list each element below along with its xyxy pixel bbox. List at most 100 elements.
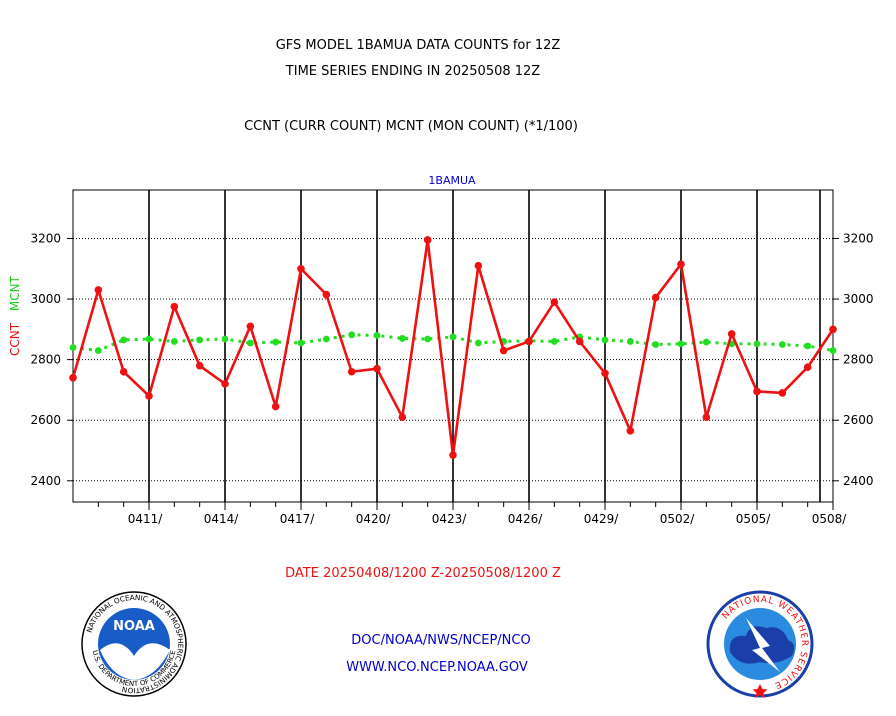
x-tick-label: 0502/	[660, 512, 696, 526]
data-point-mcnt	[170, 338, 178, 345]
nws-lightning-icon	[746, 618, 780, 672]
data-point-ccnt	[423, 236, 432, 244]
y-tick-label-left: 3000	[30, 292, 61, 306]
data-point-mcnt	[246, 339, 254, 347]
data-point-ccnt	[626, 427, 635, 435]
x-tick-label: 0508/	[812, 512, 848, 526]
data-point-mcnt	[804, 342, 812, 350]
data-point-ccnt	[474, 261, 483, 270]
data-point-ccnt	[195, 361, 204, 370]
y-axis-label-mcnt: MCNT	[8, 275, 22, 311]
data-point-ccnt	[94, 286, 103, 294]
data-point-ccnt	[322, 290, 331, 299]
data-point-ccnt	[550, 298, 559, 306]
data-point-mcnt	[601, 336, 609, 344]
x-tick-label: 0414/	[204, 512, 240, 526]
data-point-ccnt	[246, 322, 255, 331]
data-point-mcnt	[297, 339, 305, 347]
chart-title-line2: TIME SERIES ENDING IN 20250508 12Z	[285, 64, 541, 79]
plot-label: 1BAMUA	[428, 174, 476, 187]
y-tick-label-left: 2800	[30, 353, 61, 367]
org-link[interactable]: DOC/NOAA/NWS/NCEP/NCO	[351, 633, 531, 648]
data-point-ccnt	[347, 367, 356, 376]
data-point-mcnt	[94, 347, 102, 354]
noaa-logo-text: NOAA	[113, 619, 155, 634]
x-tick-label: 0423/	[432, 512, 468, 526]
nws-star-icon	[752, 684, 768, 698]
data-point-mcnt	[272, 338, 280, 346]
data-point-mcnt	[145, 335, 153, 343]
data-point-mcnt	[829, 347, 837, 354]
data-point-mcnt	[677, 340, 685, 348]
data-point-mcnt	[449, 333, 457, 341]
data-point-ccnt	[525, 337, 533, 346]
x-tick-label: 0505/	[736, 512, 772, 526]
y-tick-label-right: 2600	[843, 413, 874, 427]
y-tick-label-left: 3200	[30, 231, 61, 245]
data-point-ccnt	[398, 413, 407, 421]
data-point-ccnt	[803, 363, 812, 372]
data-point-ccnt	[119, 367, 128, 376]
grid-layer	[73, 190, 833, 502]
data-point-mcnt	[120, 336, 128, 344]
website-link[interactable]: WWW.NCO.NCEP.NOAA.GOV	[346, 660, 528, 675]
data-point-ccnt	[499, 346, 508, 355]
chart-subtitle: CCNT (CURR COUNT) MCNT (MON COUNT) (*1/1…	[244, 119, 578, 134]
data-point-ccnt	[753, 387, 761, 396]
data-point-ccnt	[69, 374, 77, 382]
data-point-mcnt	[322, 335, 330, 343]
data-point-mcnt	[652, 341, 660, 348]
data-point-mcnt	[69, 344, 77, 351]
data-point-ccnt	[651, 293, 660, 302]
data-point-mcnt	[348, 331, 356, 339]
nws-logo[interactable]: NATIONAL WEATHER SERVICE	[706, 590, 814, 698]
y-axis-label: CCNT MCNT	[8, 275, 22, 356]
data-point-ccnt	[221, 380, 229, 388]
tick-layer: 2400 2400 2600 2600 2800 2800 3000 3000 3200 3200…	[30, 231, 873, 526]
data-point-ccnt	[829, 325, 837, 334]
data-point-ccnt	[601, 369, 609, 378]
y-tick-label-right: 2400	[843, 474, 874, 488]
data-point-mcnt	[474, 339, 482, 347]
data-point-ccnt	[778, 389, 787, 397]
data-point-ccnt	[271, 402, 280, 411]
data-point-mcnt	[550, 338, 558, 345]
y-axis-label-ccnt: CCNT	[8, 322, 22, 356]
data-point-ccnt	[373, 364, 381, 373]
x-tick-label: 0417/	[280, 512, 316, 526]
data-point-ccnt	[702, 413, 711, 421]
svg-text:CCNT MCNT: CCNT MCNT	[8, 275, 22, 356]
data-point-ccnt	[677, 260, 685, 269]
y-tick-label-left: 2400	[30, 474, 61, 488]
data-point-ccnt	[145, 392, 153, 400]
data-point-mcnt	[424, 335, 432, 343]
data-point-ccnt	[575, 337, 584, 346]
data-point-mcnt	[778, 341, 786, 348]
data-point-mcnt	[626, 338, 634, 345]
noaa-bird-icon	[100, 643, 170, 680]
data-point-mcnt	[702, 338, 710, 346]
date-range: DATE 20250408/1200 Z-20250508/1200 Z	[285, 566, 561, 581]
series-layer	[69, 236, 837, 459]
y-tick-label-right: 3000	[843, 292, 874, 306]
data-point-ccnt	[297, 264, 305, 273]
data-point-mcnt	[221, 335, 229, 343]
data-point-ccnt	[727, 330, 736, 338]
data-point-ccnt	[170, 302, 179, 311]
data-point-ccnt	[449, 451, 457, 459]
data-point-mcnt	[373, 331, 381, 339]
data-point-mcnt	[196, 336, 204, 344]
chart-title-line1: GFS MODEL 1BAMUA DATA COUNTS for 12Z	[275, 38, 561, 53]
data-point-mcnt	[753, 340, 761, 348]
x-tick-label: 0411/	[128, 512, 164, 526]
y-tick-label-left: 2600	[30, 413, 61, 427]
x-tick-label: 0426/	[508, 512, 544, 526]
x-tick-label: 0429/	[584, 512, 620, 526]
y-tick-label-right: 3200	[843, 231, 874, 245]
y-tick-label-right: 2800	[843, 353, 874, 367]
x-tick-label: 0420/	[356, 512, 392, 526]
data-point-mcnt	[398, 335, 406, 342]
noaa-logo[interactable]: NATIONAL OCEANIC AND ATMOSPHERIC ADMINIS…	[80, 590, 188, 698]
